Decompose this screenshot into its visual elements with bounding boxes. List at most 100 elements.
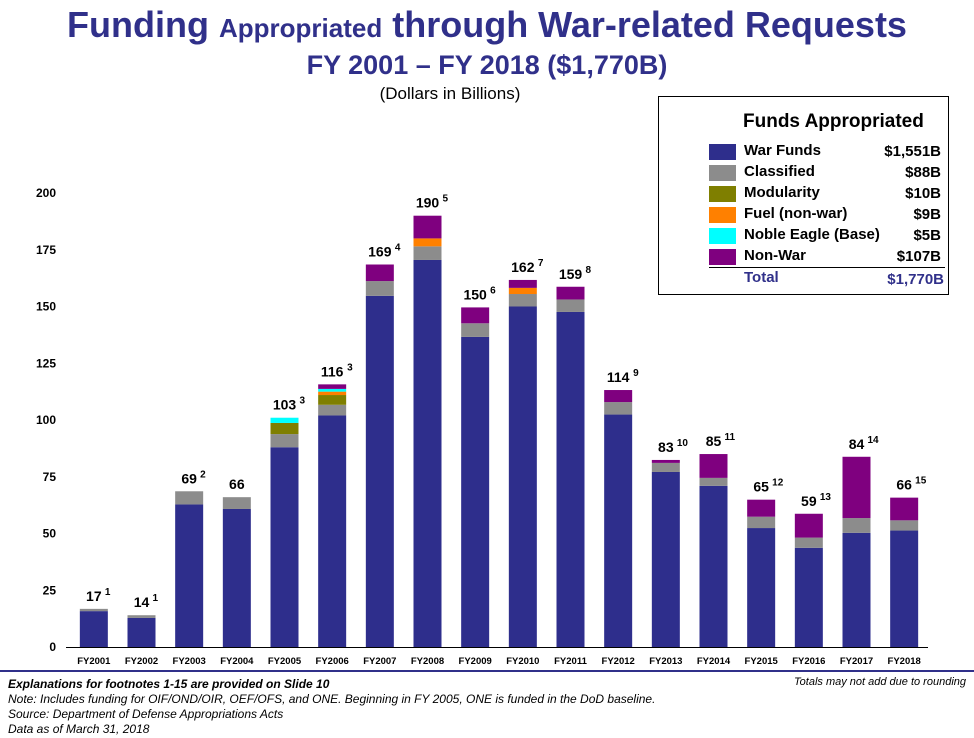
bar-segment-classified bbox=[508, 294, 537, 307]
legend-value: $88B bbox=[905, 164, 941, 181]
footnote-marker: 13 bbox=[820, 492, 832, 503]
legend-label: Modularity bbox=[744, 184, 820, 201]
x-tick-label: FY2006 bbox=[316, 656, 349, 667]
bar-segment-non-war bbox=[747, 499, 776, 517]
x-tick-label: FY2009 bbox=[459, 656, 492, 667]
bar-segment-war-funds bbox=[699, 485, 728, 647]
y-tick-label: 0 bbox=[49, 640, 56, 654]
bar-segment-war-funds bbox=[747, 528, 776, 647]
y-tick-label: 175 bbox=[36, 243, 56, 257]
bar-segment-classified bbox=[699, 477, 728, 486]
footnote-marker: 3 bbox=[347, 362, 353, 373]
bar-segment-classified bbox=[747, 516, 776, 529]
x-tick-label: FY2002 bbox=[125, 656, 158, 667]
bar-segment-classified bbox=[842, 518, 871, 533]
footnote-marker: 6 bbox=[490, 285, 496, 296]
footer-divider bbox=[0, 670, 974, 672]
data-date-text: Data as of March 31, 2018 bbox=[8, 722, 150, 736]
bar-segment-war-funds bbox=[604, 414, 633, 647]
footnote-marker: 8 bbox=[586, 265, 592, 276]
footnote-explanation: Explanations for footnotes 1-15 are prov… bbox=[8, 677, 330, 691]
bar-segment-classified bbox=[127, 615, 156, 618]
legend-swatch bbox=[709, 228, 736, 244]
footnote-marker: 9 bbox=[633, 368, 639, 379]
title-rest: through War-related Requests bbox=[392, 4, 907, 45]
legend-total-value: $1,770B bbox=[887, 271, 944, 288]
footnote-marker: 1 bbox=[105, 587, 111, 598]
bar-segment-fuel-non-war bbox=[508, 287, 537, 295]
legend-total-label: Total bbox=[744, 269, 779, 286]
legend-item-non-war: Non-War $107B bbox=[709, 247, 945, 268]
footer-notes: Explanations for footnotes 1-15 are prov… bbox=[8, 677, 655, 737]
footnote-marker: 15 bbox=[915, 476, 927, 487]
legend: Funds Appropriated War Funds $1,551B Cla… bbox=[658, 96, 949, 295]
legend-item-fuel: Fuel (non-war) $9B bbox=[709, 205, 945, 226]
legend-swatch bbox=[709, 165, 736, 181]
x-tick-label: FY2012 bbox=[602, 656, 635, 667]
y-tick-label: 125 bbox=[36, 356, 56, 370]
title-word-funding: Funding bbox=[67, 4, 209, 45]
legend-value: $5B bbox=[913, 227, 941, 244]
bar-total-label: 116 bbox=[321, 363, 344, 379]
legend-title: Funds Appropriated bbox=[743, 111, 924, 132]
bar-segment-non-war bbox=[890, 497, 919, 521]
units-label: (Dollars in Billions) bbox=[379, 84, 521, 103]
footnote-marker: 1 bbox=[153, 593, 159, 604]
bar-segment-classified bbox=[651, 462, 680, 472]
x-tick-label: FY2014 bbox=[697, 656, 731, 667]
bar-total-label: 69 bbox=[181, 470, 197, 486]
bar-segment-war-funds bbox=[222, 508, 251, 647]
x-tick-label: FY2013 bbox=[649, 656, 682, 667]
bar-segment-non-war bbox=[556, 286, 585, 300]
legend-swatch bbox=[709, 186, 736, 202]
bar-segment-noble-eagle-base bbox=[318, 388, 347, 392]
x-tick-label: FY2004 bbox=[220, 656, 254, 667]
bar-segment-fuel-non-war bbox=[413, 238, 442, 247]
bar-segment-classified bbox=[222, 497, 251, 509]
bar-segment-non-war bbox=[413, 215, 442, 239]
bar-segment-noble-eagle-base bbox=[270, 417, 299, 423]
x-tick-label: FY2017 bbox=[840, 656, 873, 667]
y-tick-label: 50 bbox=[43, 527, 57, 541]
page-title: Funding Appropriated through War-related… bbox=[0, 4, 974, 46]
footnote-marker: 12 bbox=[772, 478, 784, 489]
bar-segment-classified bbox=[270, 434, 299, 448]
bar-total-label: 65 bbox=[753, 479, 769, 495]
bar-total-label: 17 bbox=[86, 588, 102, 604]
bar-segment-war-funds bbox=[127, 617, 156, 647]
legend-label: Classified bbox=[744, 163, 815, 180]
bar-segment-war-funds bbox=[842, 532, 871, 647]
footnote-marker: 10 bbox=[677, 438, 689, 449]
bar-segment-war-funds bbox=[270, 447, 299, 647]
footnote-marker: 11 bbox=[725, 432, 736, 443]
bar-total-label: 85 bbox=[706, 433, 722, 449]
bar-segment-war-funds bbox=[175, 504, 204, 647]
legend-swatch bbox=[709, 249, 736, 265]
bar-total-label: 59 bbox=[801, 493, 817, 509]
footnote-marker: 14 bbox=[868, 435, 880, 446]
bar-segment-war-funds bbox=[461, 336, 490, 647]
legend-value: $9B bbox=[913, 206, 941, 223]
legend-item-noble-eagle: Noble Eagle (Base) $5B bbox=[709, 226, 945, 247]
x-tick-label: FY2001 bbox=[77, 656, 111, 667]
bar-segment-non-war bbox=[318, 384, 347, 389]
bar-segment-non-war bbox=[842, 456, 871, 519]
legend-swatch bbox=[709, 207, 736, 223]
footnote-marker: 5 bbox=[443, 194, 449, 205]
bar-segment-classified bbox=[794, 537, 823, 548]
x-tick-label: FY2010 bbox=[506, 656, 539, 667]
bar-segment-war-funds bbox=[508, 306, 537, 647]
legend-item-classified: Classified $88B bbox=[709, 163, 945, 184]
bar-total-label: 159 bbox=[559, 266, 583, 282]
bar-segment-classified bbox=[365, 281, 394, 296]
bar-segment-classified bbox=[604, 402, 633, 415]
x-tick-label: FY2018 bbox=[888, 656, 921, 667]
x-tick-label: FY2011 bbox=[554, 656, 587, 667]
y-tick-label: 200 bbox=[36, 186, 56, 200]
legend-item-modularity: Modularity $10B bbox=[709, 184, 945, 205]
bar-segment-war-funds bbox=[318, 415, 347, 647]
bar-total-label: 114 bbox=[607, 369, 630, 385]
bar-segment-war-funds bbox=[794, 547, 823, 647]
bar-segment-war-funds bbox=[79, 611, 108, 647]
legend-value: $1,551B bbox=[884, 143, 941, 160]
